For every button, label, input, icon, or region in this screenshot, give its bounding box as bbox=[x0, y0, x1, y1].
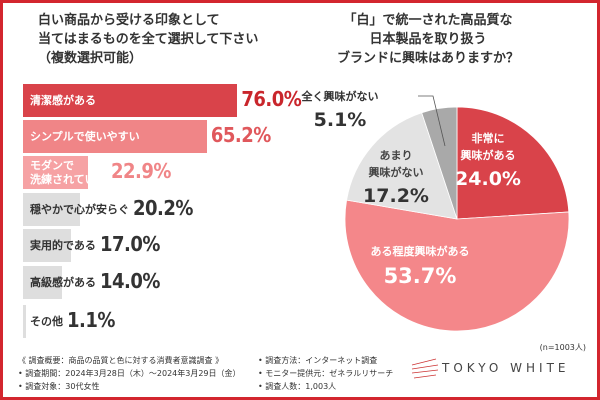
survey-info-left: 《 調査概要：商品の品質と色に対する消費者意識調査 》 • 調査期間：2024年… bbox=[18, 354, 241, 393]
pie-value-label: 24.0% bbox=[455, 168, 521, 190]
pie-label: あまり 興味がない 17.2% bbox=[336, 147, 456, 207]
pie-value-label: 17.2% bbox=[363, 185, 429, 207]
brand-logo: TOKYO WHITE bbox=[442, 361, 570, 375]
bar-value-label: 17.0% bbox=[99, 232, 160, 256]
bar bbox=[23, 84, 238, 117]
pie-category-label: あまり 興味がない bbox=[368, 149, 424, 179]
bar bbox=[23, 266, 63, 299]
bar bbox=[23, 229, 71, 262]
bar-label: 実用的である bbox=[30, 238, 96, 252]
bar-value-label: 76.0% bbox=[241, 87, 302, 111]
pie-category-label: 全く興味がない bbox=[301, 90, 379, 103]
pie-slice bbox=[344, 199, 570, 332]
bar-label: 清潔感がある bbox=[30, 93, 96, 107]
bar-value-label: 1.1% bbox=[66, 308, 115, 332]
survey-count: • 調査人数：1,003人 bbox=[258, 382, 337, 391]
survey-title: 《 調査概要：商品の品質と色に対する消費者意識調査 》 bbox=[18, 356, 224, 365]
bar bbox=[23, 193, 80, 226]
pie-slice bbox=[456, 106, 570, 220]
bar-value-label: 22.9% bbox=[110, 159, 171, 183]
bar-value-label: 65.2% bbox=[210, 123, 271, 147]
pie-chart-question: 「白」で統一された高品質な 日本製品を取り扱う ブランドに興味はありますか？ bbox=[336, 13, 519, 66]
survey-target: • 調査対象：30代女性 bbox=[18, 382, 100, 391]
survey-method: • 調査方法：インターネット調査 bbox=[258, 356, 378, 365]
bar bbox=[23, 120, 207, 153]
pie-category-label: 非常に 興味がある bbox=[460, 132, 516, 162]
sample-size-note: (n=1003人) bbox=[539, 343, 586, 352]
bar-value-label: 20.2% bbox=[132, 196, 193, 220]
logo-icon bbox=[411, 358, 439, 379]
bar-label: シンプルで使いやすい bbox=[30, 129, 140, 143]
bar-label: 高級感がある bbox=[30, 275, 96, 289]
bar-value-label: 14.0% bbox=[99, 269, 160, 293]
survey-period: • 調査期間：2024年3月28日（木）～2024年3月29日（金） bbox=[18, 369, 241, 378]
bar-label: 穏やかで心が安らぐ bbox=[30, 202, 129, 216]
bar bbox=[23, 156, 88, 189]
pie-label: 全く興味がない 5.1% bbox=[280, 88, 400, 131]
pie-slice bbox=[421, 106, 458, 220]
pie-slice bbox=[346, 112, 458, 220]
bar-label: モダンで 洗練されている bbox=[30, 158, 107, 186]
bar-chart-question: 白い商品から受ける印象として 当てはまるものを全て選択して下さい （複数選択可能… bbox=[38, 13, 259, 66]
survey-info-right: • 調査方法：インターネット調査 • モニター提供元：ゼネラルリサーチ • 調査… bbox=[258, 354, 393, 393]
bar-label: その他 bbox=[30, 314, 63, 328]
pie-category-label: ある程度興味がある bbox=[370, 245, 470, 258]
pie-label: ある程度興味がある 53.7% bbox=[360, 243, 480, 288]
survey-provider: • モニター提供元：ゼネラルリサーチ bbox=[258, 369, 394, 378]
leader-line bbox=[418, 95, 446, 147]
pie-value-label: 53.7% bbox=[383, 264, 457, 288]
bar bbox=[23, 305, 27, 338]
pie-value-label: 5.1% bbox=[313, 109, 367, 131]
pie-label: 非常に 興味がある 24.0% bbox=[428, 130, 548, 190]
